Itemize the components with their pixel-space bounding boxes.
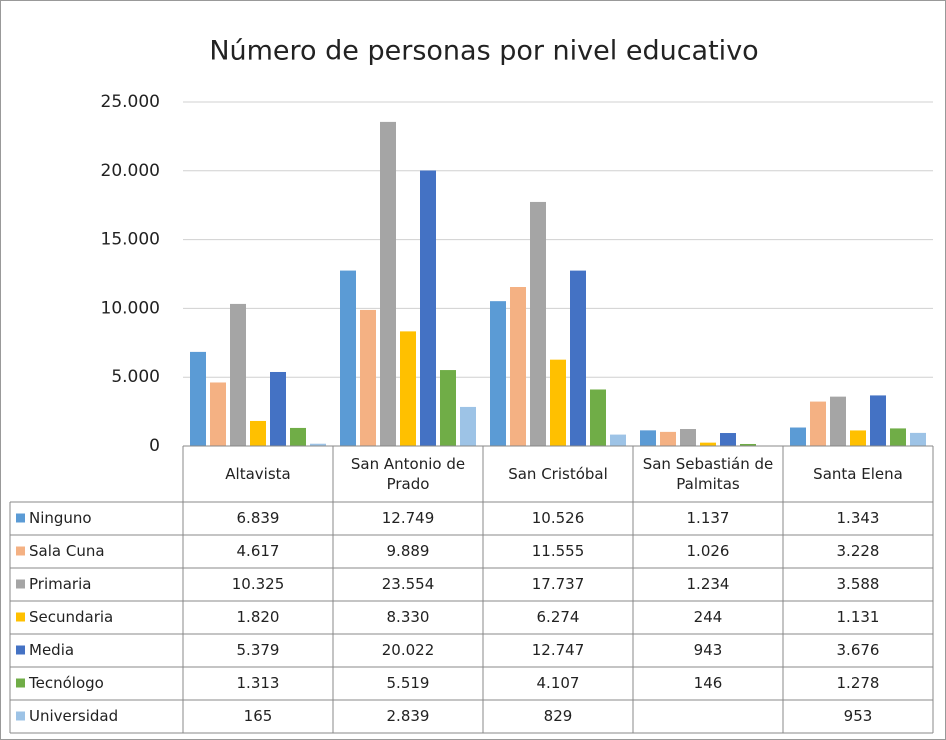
table-value: 3.676 — [837, 641, 880, 659]
bar — [270, 371, 286, 446]
table-value: 1.026 — [687, 542, 730, 560]
bar — [870, 395, 886, 446]
table-value: 829 — [544, 707, 573, 725]
table-value: 5.379 — [237, 641, 280, 659]
table-value: 4.107 — [537, 674, 580, 692]
bar — [420, 170, 436, 446]
legend-swatch — [16, 546, 25, 556]
bar — [190, 351, 206, 446]
y-tick-label: 10.000 — [101, 298, 160, 318]
y-tick-label: 20.000 — [101, 161, 160, 181]
table-value: 9.889 — [387, 542, 430, 560]
legend-label: Secundaria — [29, 608, 113, 626]
table-value: 1.137 — [687, 509, 730, 527]
table-value: 1.234 — [687, 575, 730, 593]
bar — [360, 309, 376, 446]
legend-label: Sala Cuna — [29, 542, 105, 560]
bar — [790, 427, 806, 446]
legend-swatch — [16, 612, 25, 622]
bar — [570, 270, 586, 446]
legend-swatch — [16, 678, 25, 688]
bar — [340, 270, 356, 446]
bar — [850, 430, 866, 446]
legend-label: Media — [29, 641, 74, 659]
table-value: 10.526 — [532, 509, 585, 527]
table-value: 8.330 — [387, 608, 430, 626]
table-value: 244 — [694, 608, 723, 626]
legend-swatch — [16, 513, 25, 523]
bar — [610, 434, 626, 446]
table-value: 943 — [694, 641, 723, 659]
bar — [490, 301, 506, 446]
bar — [680, 429, 696, 446]
x-tick-label: Altavista — [225, 465, 291, 483]
x-tick-label: San Sebastián de Palmitas — [642, 455, 774, 493]
bar — [290, 427, 306, 446]
table-value: 11.555 — [532, 542, 585, 560]
chart-title: Número de personas por nivel educativo — [209, 36, 758, 67]
table-value: 6.274 — [537, 608, 580, 626]
bar — [910, 432, 926, 446]
table-value: 4.617 — [237, 542, 280, 560]
bar — [530, 201, 546, 446]
table-value: 6.839 — [237, 509, 280, 527]
bar — [210, 382, 226, 446]
y-tick-label: 15.000 — [101, 230, 160, 250]
x-tick-label: San Antonio de Prado — [350, 455, 466, 493]
bar — [590, 389, 606, 446]
table-value: 1.313 — [237, 674, 280, 692]
bar — [830, 396, 846, 446]
bar — [700, 442, 716, 446]
table-value: 1.343 — [837, 509, 880, 527]
table-value: 1.278 — [837, 674, 880, 692]
x-tick-label: Santa Elena — [813, 465, 903, 483]
bar — [310, 443, 326, 446]
y-tick-label: 0 — [149, 436, 160, 456]
table-value: 146 — [694, 674, 723, 692]
table-value: 12.749 — [382, 509, 435, 527]
table-value: 3.228 — [837, 542, 880, 560]
table-value: 1.131 — [837, 608, 880, 626]
bar — [740, 443, 756, 446]
bar — [510, 287, 526, 446]
legend-swatch — [16, 645, 25, 655]
table-value: 12.747 — [532, 641, 585, 659]
legend-swatch — [16, 579, 25, 589]
bar — [550, 359, 566, 446]
table-value: 2.839 — [387, 707, 430, 725]
table-value: 5.519 — [387, 674, 430, 692]
table-value: 953 — [844, 707, 873, 725]
bar — [460, 406, 476, 446]
table-value: 23.554 — [382, 575, 435, 593]
x-tick-label: San Cristóbal — [508, 465, 608, 483]
bar — [230, 303, 246, 446]
table-value: 3.588 — [837, 575, 880, 593]
legend-label: Tecnólogo — [28, 674, 104, 692]
bar — [400, 331, 416, 446]
bar — [660, 431, 676, 446]
table-value: 20.022 — [382, 641, 435, 659]
table-value: 17.737 — [532, 575, 585, 593]
bar — [720, 433, 736, 446]
legend-label: Universidad — [29, 707, 118, 725]
table-value: 10.325 — [232, 575, 285, 593]
bar — [810, 401, 826, 446]
legend-swatch — [16, 711, 25, 721]
y-tick-label: 5.000 — [111, 367, 160, 387]
bar — [440, 370, 456, 446]
legend-label: Ninguno — [29, 509, 92, 527]
bar — [890, 428, 906, 446]
table-value: 1.820 — [237, 608, 280, 626]
legend-label: Primaria — [29, 575, 91, 593]
bar — [380, 121, 396, 446]
table-value: 165 — [244, 707, 273, 725]
y-tick-label: 25.000 — [101, 92, 160, 112]
bar — [640, 430, 656, 446]
bar — [250, 420, 266, 446]
